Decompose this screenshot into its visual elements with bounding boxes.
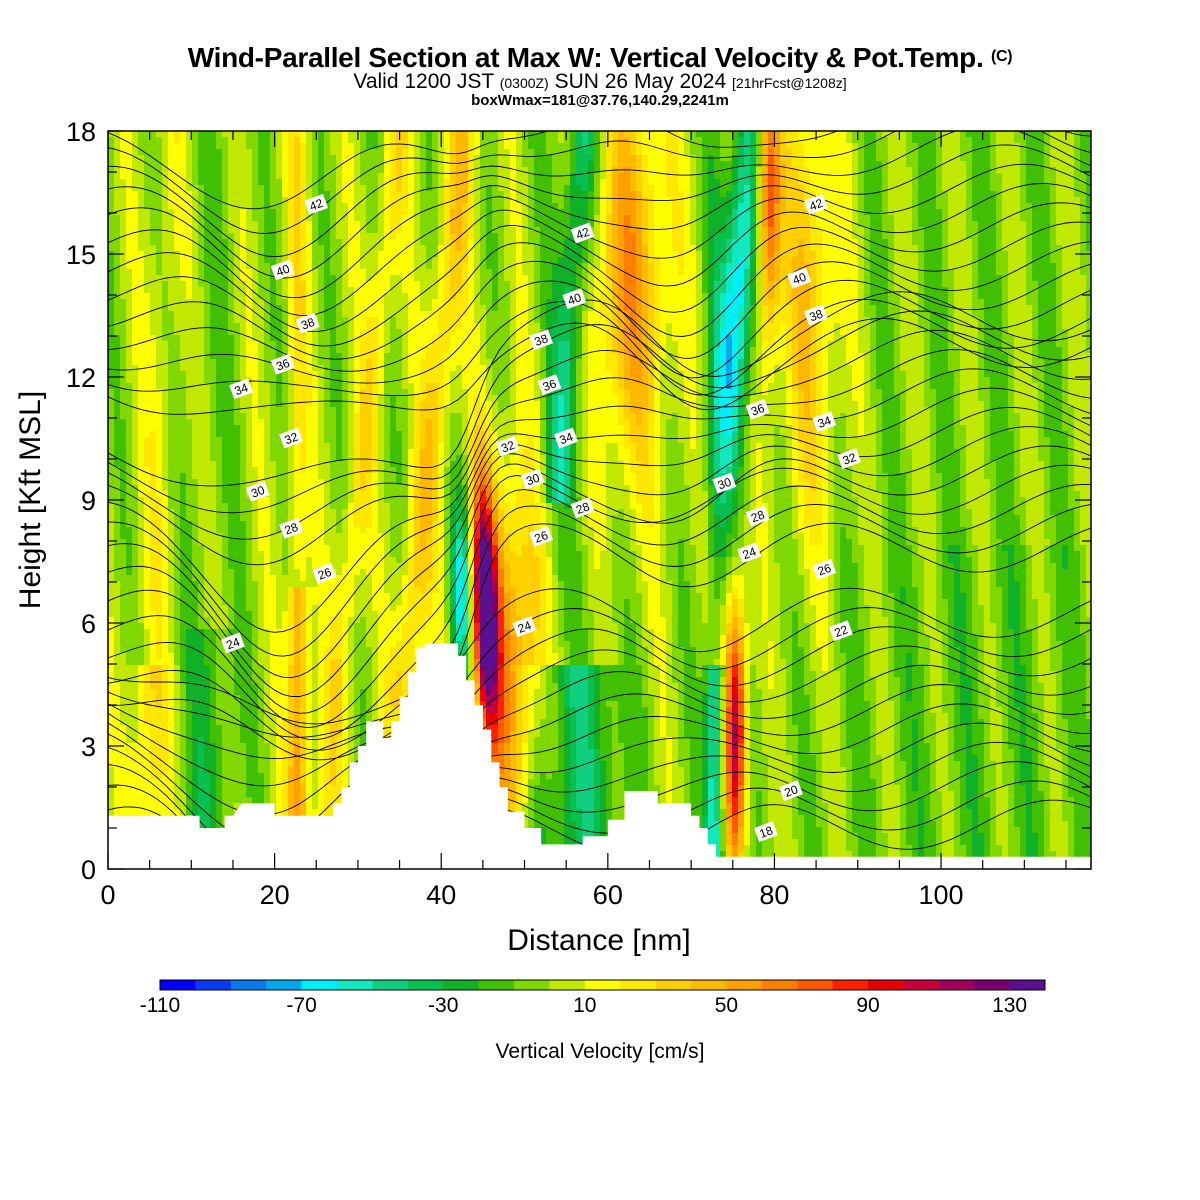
colorbar-tick-label: 10 <box>573 994 596 1017</box>
y-axis-title: Height [Kft MSL] <box>14 391 47 609</box>
x-tick-label: 60 <box>593 880 623 910</box>
colorbar-tick-labels: -110 -70 -30 10 50 90 130 <box>140 994 1027 1017</box>
colorbar-segment <box>266 980 302 990</box>
colorbar-segment <box>479 980 515 990</box>
colorbar-segment <box>620 980 656 990</box>
colorbar-tick-label: -30 <box>428 994 458 1017</box>
colorbar-segment <box>656 980 692 990</box>
colorbar-segment <box>797 980 833 990</box>
colorbar-segment <box>903 980 939 990</box>
x-axis-tick-labels: 0 20 40 60 80 100 <box>100 880 963 910</box>
y-tick-label: 15 <box>66 240 96 270</box>
y-axis-tick-labels: 0 3 6 9 12 15 18 <box>66 117 96 885</box>
x-tick-label: 40 <box>426 880 456 910</box>
x-axis-title: Distance [nm] <box>507 924 690 957</box>
colorbar-segment <box>443 980 479 990</box>
y-tick-label: 18 <box>66 117 96 147</box>
cross-section-chart: 1820222424242626262828 283030 3032 32323434… <box>0 0 1200 1200</box>
y-tick-label: 9 <box>81 486 96 516</box>
colorbar-segment <box>868 980 904 990</box>
x-tick-label: 100 <box>919 880 964 910</box>
colorbar-segment <box>691 980 727 990</box>
colorbar-segment <box>549 980 585 990</box>
colorbar-segment <box>974 980 1010 990</box>
colorbar-segment <box>195 980 231 990</box>
x-tick-label: 80 <box>759 880 789 910</box>
x-tick-label: 0 <box>100 880 115 910</box>
colorbar-segment <box>833 980 869 990</box>
x-tick-label: 20 <box>260 880 290 910</box>
y-tick-label: 6 <box>81 609 96 639</box>
colorbar-segment <box>231 980 267 990</box>
colorbar-segment <box>372 980 408 990</box>
colorbar-tick-label: 50 <box>715 994 738 1017</box>
colorbar-segment <box>939 980 975 990</box>
colorbar-tick-label: -110 <box>140 994 180 1017</box>
colorbar-tick-label: 130 <box>992 994 1027 1017</box>
y-tick-label: 12 <box>66 363 96 393</box>
colorbar-segment <box>160 980 196 990</box>
colorbar-tick-label: -70 <box>286 994 316 1017</box>
colorbar-segment <box>726 980 762 990</box>
colorbar-segment <box>762 980 798 990</box>
colorbar-segment <box>514 980 550 990</box>
colorbar-segment <box>585 980 621 990</box>
y-tick-label: 3 <box>81 732 96 762</box>
colorbar <box>160 980 1045 990</box>
colorbar-segment <box>302 980 338 990</box>
colorbar-segment <box>1010 980 1046 990</box>
colorbar-tick-label: 90 <box>856 994 879 1017</box>
colorbar-segment <box>408 980 444 990</box>
colorbar-segment <box>337 980 373 990</box>
y-tick-label: 0 <box>81 855 96 885</box>
colorbar-title: Vertical Velocity [cm/s] <box>496 1040 705 1063</box>
